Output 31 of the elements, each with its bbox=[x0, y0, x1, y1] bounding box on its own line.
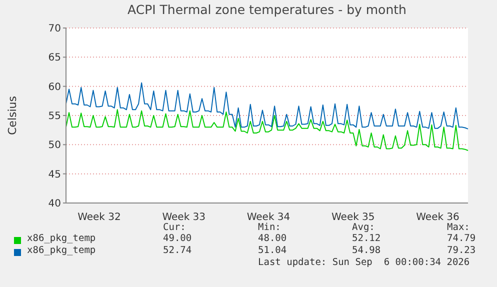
text: Min: bbox=[258, 222, 281, 233]
text: 52.74 bbox=[163, 245, 192, 256]
x-tick-label: Week 36 bbox=[416, 212, 460, 223]
text: Avg: bbox=[352, 222, 375, 233]
text: Last update: Sun Sep 6 00:00:34 2026 bbox=[258, 257, 470, 268]
text: 49.00 bbox=[163, 233, 192, 244]
y-axis-title: Celsius bbox=[6, 96, 19, 135]
text: 79.23 bbox=[447, 245, 476, 256]
x-tick-label: Week 35 bbox=[331, 212, 375, 223]
text: 74.79 bbox=[447, 233, 476, 244]
x-tick-label: Week 33 bbox=[162, 212, 206, 223]
y-tick-label: 40 bbox=[48, 198, 61, 210]
x-tick-label: Week 32 bbox=[78, 212, 121, 223]
text: Cur: bbox=[163, 222, 186, 233]
line-series bbox=[66, 82, 468, 130]
legend-label: x86_pkg_temp bbox=[27, 233, 96, 244]
chart-title: ACPI Thermal zone temperatures - by month bbox=[126, 2, 408, 17]
text: 54.98 bbox=[352, 245, 381, 256]
y-tick-label: 65 bbox=[48, 52, 61, 64]
text: 52.12 bbox=[352, 233, 381, 244]
y-tick-label: 60 bbox=[48, 82, 61, 93]
text: 48.00 bbox=[258, 233, 287, 244]
y-tick-label: 50 bbox=[48, 140, 61, 152]
y-tick-label: 55 bbox=[48, 111, 61, 122]
y-tick-label: 45 bbox=[48, 169, 61, 180]
legend-label: x86_pkg_temp bbox=[27, 245, 96, 256]
text: 51.04 bbox=[258, 245, 287, 256]
line-series bbox=[66, 109, 468, 151]
y-tick-label: 70 bbox=[48, 24, 61, 35]
x-tick-label: Week 34 bbox=[246, 212, 290, 223]
text: Max: bbox=[447, 222, 470, 233]
